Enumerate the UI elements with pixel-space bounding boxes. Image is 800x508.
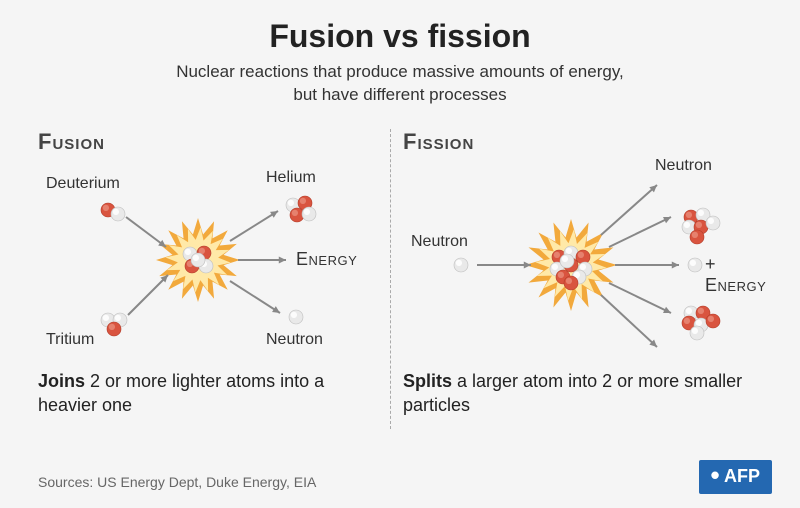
panels-row: Fusion Deuterium Tritium Helium Neutron … bbox=[0, 129, 800, 429]
fusion-panel: Fusion Deuterium Tritium Helium Neutron … bbox=[38, 129, 378, 429]
fission-desc-rest: a larger atom into 2 or more smaller par… bbox=[403, 371, 742, 415]
sources-text: Sources: US Energy Dept, Duke Energy, EI… bbox=[38, 474, 316, 490]
fusion-energy-label: Energy bbox=[296, 249, 357, 270]
panel-divider bbox=[390, 129, 391, 429]
deuterium-label: Deuterium bbox=[46, 175, 120, 193]
main-title: Fusion vs fission bbox=[0, 0, 800, 55]
subtitle: Nuclear reactions that produce massive a… bbox=[0, 61, 800, 107]
afp-logo-text: AFP bbox=[724, 466, 760, 486]
fission-diagram: Neutron Neutron + Energy bbox=[403, 155, 763, 365]
subtitle-line2: but have different processes bbox=[293, 85, 506, 104]
fission-energy-label: + Energy bbox=[705, 254, 766, 296]
afp-logo: • AFP bbox=[699, 460, 772, 494]
helium-label: Helium bbox=[266, 169, 316, 187]
fission-neutron-in-label: Neutron bbox=[411, 233, 468, 251]
fission-panel: Fission Neutron Neutron + Energy Splits … bbox=[403, 129, 763, 429]
fusion-description: Joins 2 or more lighter atoms into a hea… bbox=[38, 369, 378, 418]
tritium-label: Tritium bbox=[46, 331, 94, 349]
fission-description: Splits a larger atom into 2 or more smal… bbox=[403, 369, 763, 418]
fusion-heading: Fusion bbox=[38, 129, 378, 155]
fission-neutron-out-label: Neutron bbox=[655, 157, 712, 175]
subtitle-line1: Nuclear reactions that produce massive a… bbox=[176, 62, 624, 81]
fission-heading: Fission bbox=[403, 129, 763, 155]
fusion-desc-bold: Joins bbox=[38, 371, 85, 391]
neutron-label: Neutron bbox=[266, 331, 323, 349]
fusion-diagram: Deuterium Tritium Helium Neutron Energy bbox=[38, 155, 378, 365]
fission-desc-bold: Splits bbox=[403, 371, 452, 391]
